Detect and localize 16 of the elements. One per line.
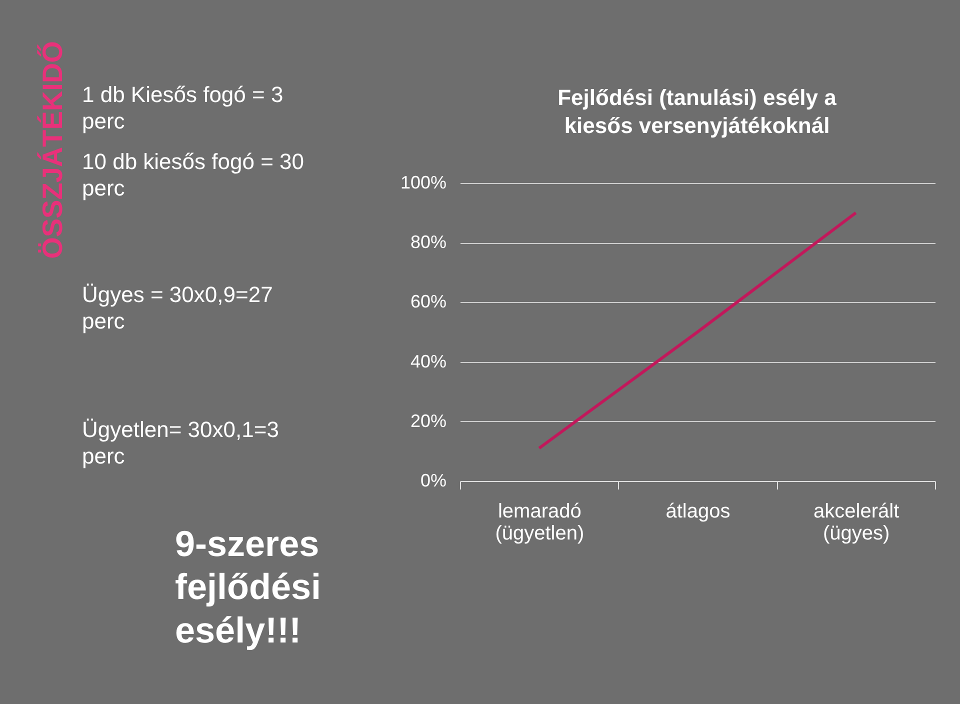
chart-title: Fejlődési (tanulási) esély a kiesős versenyjátékoknál: [558, 85, 838, 138]
y-tick-label: 80%: [410, 232, 446, 252]
text: 1 db Kiesős fogó = 3 perc: [82, 82, 284, 134]
y-tick-label: 0%: [420, 470, 446, 490]
y-tick-label: 60%: [410, 292, 446, 312]
y-tick-label: 40%: [410, 351, 446, 372]
text: 10 db kiesős fogó = 30 perc: [82, 149, 304, 200]
text: ÖSSZJÁTÉKIDŐ: [37, 41, 68, 259]
y-tick-label: 100%: [400, 172, 446, 192]
text: Ügyes = 30x0,9=27 perc: [82, 282, 273, 334]
text: 9-szeres fejlődési esély!!!: [175, 523, 322, 650]
y-tick-label: 20%: [410, 410, 446, 431]
x-tick-label: lemaradó (ügyetlen): [495, 500, 584, 544]
x-tick-label: átlagos: [666, 500, 730, 522]
text: Ügyetlen= 30x0,1=3 perc: [82, 417, 279, 468]
x-tick-label: akcelerált (ügyes): [814, 500, 900, 544]
